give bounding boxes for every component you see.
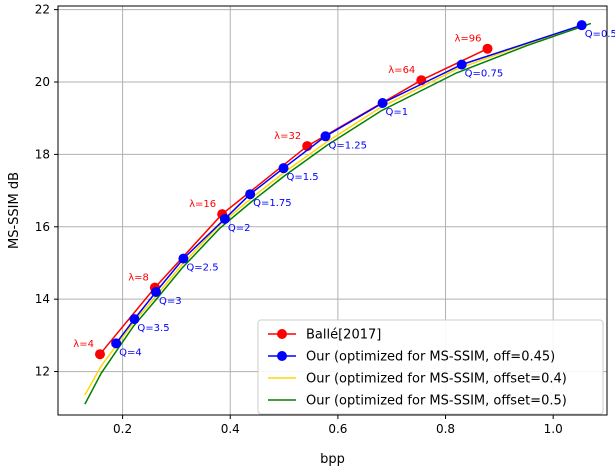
- y-tick-label: 12: [35, 365, 50, 379]
- data-point-s1: [377, 98, 388, 109]
- legend: Ballé[2017] Our (optimized for MS-SSIM, o…: [257, 319, 604, 415]
- point-label: Q=0.75: [465, 69, 504, 80]
- point-label: Q=2.5: [186, 263, 218, 274]
- data-point-s1: [178, 253, 189, 264]
- y-axis-label: MS-SSIM dB: [7, 172, 22, 249]
- point-label: λ=4: [73, 339, 94, 350]
- point-label: λ=32: [274, 131, 301, 142]
- point-label: Q=2: [228, 223, 251, 234]
- point-label: Q=0.5: [585, 29, 615, 40]
- legend-entry-label: Our (optimized for MS-SSIM, off=0.45): [306, 350, 555, 365]
- x-tick-label: 0.2: [113, 422, 132, 436]
- legend-entry-label: Our (optimized for MS-SSIM, offset=0.5): [306, 394, 567, 409]
- x-tick-label: 0.6: [328, 422, 347, 436]
- point-label-layer: λ=4 λ=8 λ=16 λ=32 λ=64 λ=96 Q=4 Q=3.5 Q=3 Q=2.5 Q=…: [73, 29, 615, 358]
- x-axis-label: bpp: [320, 452, 345, 467]
- data-point-s1: [129, 314, 140, 325]
- point-label: Q=3.5: [137, 323, 169, 334]
- y-tick-label: 14: [35, 292, 50, 306]
- plot-frame: [57, 5, 608, 416]
- series-line-1: [115, 24, 582, 344]
- data-point-s1: [576, 20, 587, 31]
- series-line-0: [99, 48, 488, 355]
- data-point-s1: [219, 213, 230, 224]
- x-tick-label: 0.8: [436, 422, 455, 436]
- data-point-s0: [94, 349, 105, 360]
- point-label: λ=96: [454, 34, 481, 45]
- point-label: Q=3: [159, 296, 182, 307]
- data-point-s1: [456, 59, 467, 70]
- data-point-s1: [278, 163, 289, 174]
- data-point-s1: [245, 189, 256, 200]
- data-point-s1: [111, 338, 122, 349]
- y-tick-label: 18: [35, 147, 50, 161]
- point-label: Q=1: [386, 107, 409, 118]
- point-label: λ=64: [388, 65, 415, 76]
- legend-box: [257, 319, 604, 415]
- y-tick-label: 16: [35, 220, 50, 234]
- data-point-s1: [150, 286, 161, 297]
- x-tick-label: 1.0: [544, 422, 563, 436]
- point-label: Q=4: [119, 347, 142, 358]
- legend-entry-label: Ballé[2017]: [306, 328, 381, 343]
- x-tick-label: 0.4: [221, 422, 240, 436]
- data-point-s0: [482, 43, 493, 54]
- y-tick-label: 20: [35, 75, 50, 89]
- point-label: Q=1.75: [253, 198, 292, 209]
- legend-swatch-marker: [277, 329, 287, 339]
- legend-entry-label: Our (optimized for MS-SSIM, offset=0.4): [306, 372, 567, 387]
- point-label: λ=8: [128, 273, 149, 284]
- point-label: λ=16: [189, 199, 216, 210]
- point-label: Q=1.5: [287, 172, 319, 183]
- axis-layer: 0.2 0.4 0.6 0.8 1.0 12 14 16 18 20 22: [35, 3, 563, 436]
- data-point-s1: [320, 131, 331, 142]
- y-tick-label: 22: [35, 3, 50, 17]
- legend-swatch-marker: [277, 351, 287, 361]
- series-layer: [84, 20, 592, 405]
- point-label: Q=1.25: [329, 140, 368, 151]
